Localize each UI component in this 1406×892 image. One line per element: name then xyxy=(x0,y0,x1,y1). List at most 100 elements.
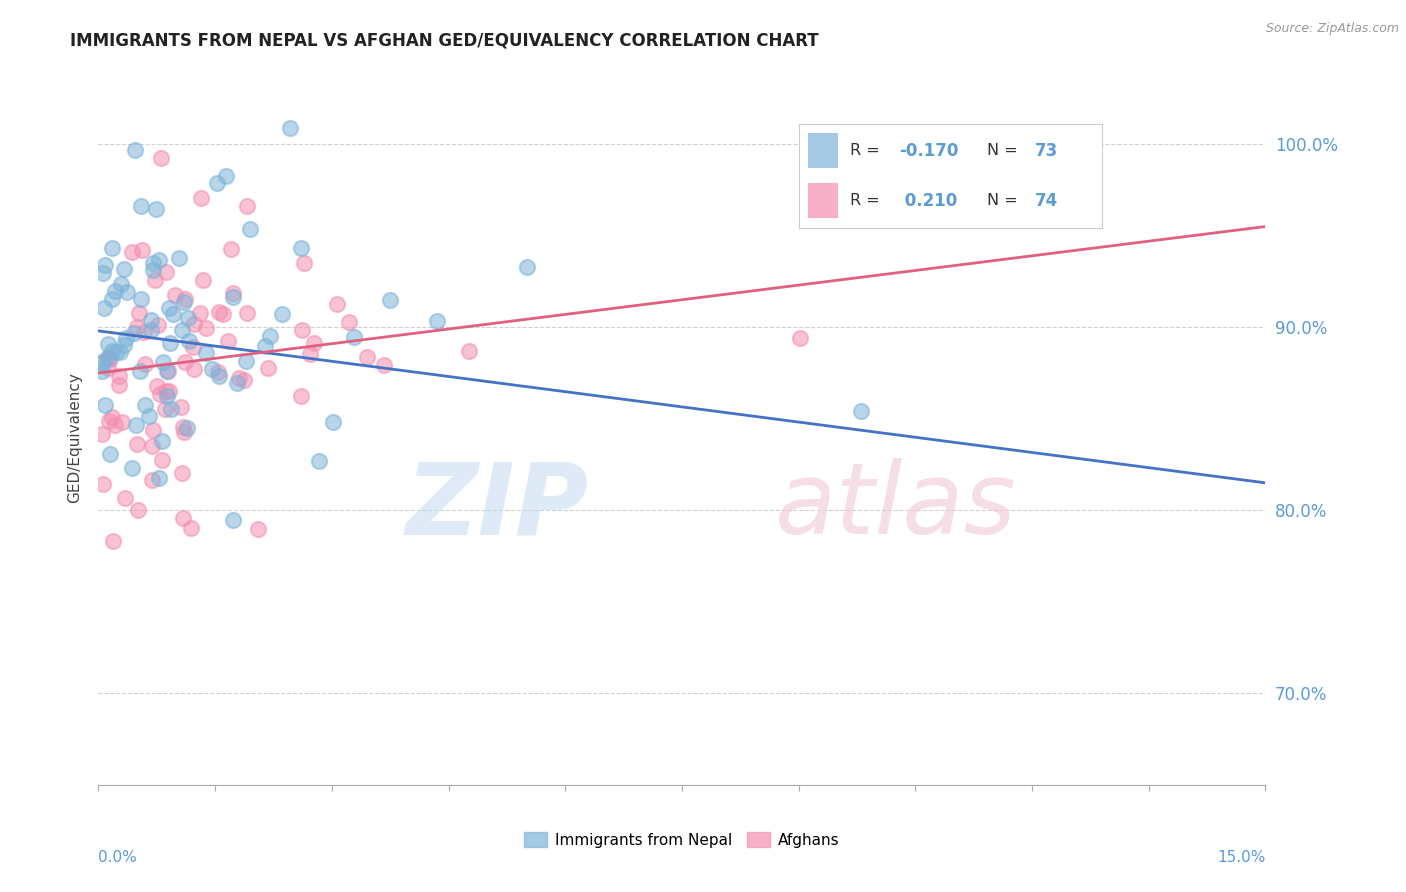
Bar xyxy=(807,184,838,218)
Point xyxy=(101,242,124,256)
Point xyxy=(308,454,330,468)
Point xyxy=(180,521,202,535)
Point xyxy=(134,398,156,412)
Point xyxy=(125,319,148,334)
Point xyxy=(222,290,245,304)
Point xyxy=(177,334,200,348)
Point xyxy=(139,323,162,337)
Point xyxy=(150,434,173,449)
Point xyxy=(190,191,212,205)
Point xyxy=(221,242,243,256)
Point xyxy=(157,301,180,315)
Point xyxy=(173,425,195,440)
Point xyxy=(207,369,229,384)
Point xyxy=(325,297,347,311)
Point xyxy=(163,287,186,301)
Point xyxy=(104,418,127,433)
Point xyxy=(108,368,131,383)
Point xyxy=(146,378,169,392)
Point xyxy=(155,401,177,416)
Point xyxy=(134,358,156,372)
Text: N =: N = xyxy=(987,143,1022,158)
Point xyxy=(127,503,149,517)
Point xyxy=(170,400,193,414)
Point xyxy=(160,402,183,417)
Point xyxy=(129,292,152,306)
Point xyxy=(176,421,198,435)
Point xyxy=(172,420,194,434)
Point xyxy=(131,244,153,258)
Point xyxy=(191,273,214,287)
Point xyxy=(100,344,122,359)
Text: 73: 73 xyxy=(1035,142,1059,160)
Point xyxy=(98,414,121,428)
Point xyxy=(457,344,479,359)
Point xyxy=(138,409,160,423)
Point xyxy=(259,328,281,343)
Point xyxy=(125,436,148,450)
Point xyxy=(172,511,194,525)
Point xyxy=(145,202,167,216)
Point xyxy=(94,398,117,412)
Point xyxy=(183,318,205,332)
Point xyxy=(373,358,395,372)
Text: ZIP: ZIP xyxy=(405,458,589,555)
Point xyxy=(150,452,173,467)
Point xyxy=(159,336,181,351)
Point xyxy=(149,386,172,401)
Point xyxy=(142,423,165,437)
Point xyxy=(141,473,163,487)
Point xyxy=(141,439,163,453)
Point xyxy=(155,264,177,278)
Point xyxy=(91,355,114,369)
Point xyxy=(232,372,254,386)
Point xyxy=(228,371,250,385)
Point xyxy=(177,310,200,325)
Point xyxy=(101,292,124,306)
Point xyxy=(150,151,173,165)
Point xyxy=(292,256,315,270)
Point xyxy=(105,345,128,359)
Point xyxy=(789,331,811,345)
Point xyxy=(290,389,312,403)
Point xyxy=(156,364,179,378)
Point xyxy=(222,513,245,527)
Point xyxy=(128,305,150,319)
Point xyxy=(239,221,262,235)
Point xyxy=(207,177,229,191)
Text: 74: 74 xyxy=(1035,192,1059,210)
Point xyxy=(170,322,193,336)
Point xyxy=(188,305,211,319)
Point xyxy=(254,339,277,353)
Point xyxy=(298,347,321,361)
Point xyxy=(101,534,124,549)
Point xyxy=(93,301,115,316)
Text: atlas: atlas xyxy=(775,458,1017,555)
Point xyxy=(343,330,366,344)
Point xyxy=(117,285,139,299)
Point xyxy=(141,312,163,326)
Point xyxy=(100,447,122,461)
Point xyxy=(94,258,117,272)
Point xyxy=(378,293,401,307)
Point xyxy=(183,362,205,376)
Point xyxy=(148,471,170,485)
Point xyxy=(156,364,179,378)
Point xyxy=(302,336,325,351)
Point xyxy=(108,378,131,392)
Point xyxy=(114,338,136,352)
Point xyxy=(322,415,344,429)
Point xyxy=(111,415,134,429)
Text: 0.210: 0.210 xyxy=(898,192,957,210)
Point xyxy=(290,241,312,255)
Point xyxy=(91,477,114,491)
Point xyxy=(101,409,124,424)
Point xyxy=(194,321,217,335)
Point xyxy=(91,356,114,370)
Text: R =: R = xyxy=(851,143,884,158)
Point xyxy=(195,345,218,359)
Point xyxy=(174,292,197,306)
Point xyxy=(148,318,170,332)
Point xyxy=(167,251,190,265)
Point xyxy=(121,461,143,475)
